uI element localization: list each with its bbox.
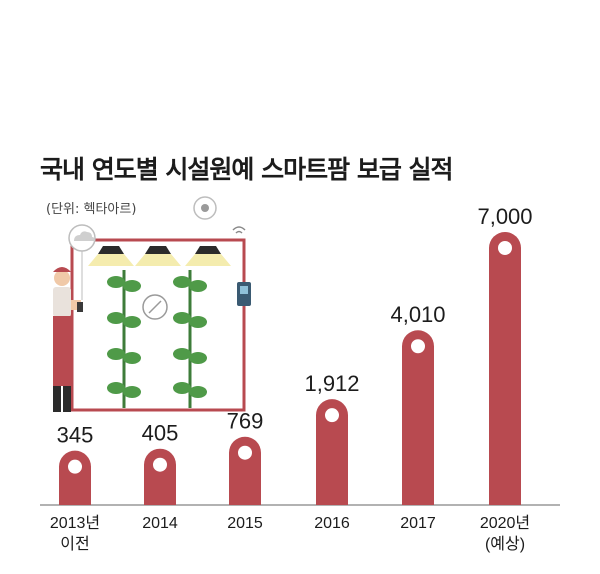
bar-top-dot <box>325 408 339 423</box>
x-tick-label: 2020년 <box>480 514 530 532</box>
bar-top-dot <box>153 457 167 472</box>
x-tick-label: 2014 <box>142 515 178 532</box>
x-tick-label: 2015 <box>227 515 263 532</box>
smart-farm-illustration <box>53 196 251 412</box>
bar <box>59 450 91 505</box>
bar-top-dot <box>238 445 252 460</box>
x-tick-label: 2017 <box>400 515 436 532</box>
value-label: 1,912 <box>304 371 359 396</box>
bar <box>489 232 521 505</box>
x-tick-label: 이전 <box>60 535 89 553</box>
value-label: 4,010 <box>390 302 445 327</box>
x-tick-label: 2016 <box>314 515 350 532</box>
bar <box>402 330 434 505</box>
bar <box>229 436 261 505</box>
bar <box>144 448 176 505</box>
bar <box>316 399 348 505</box>
chart-title: 국내 연도별 시설원예 스마트팜 보급 실적 <box>40 155 454 184</box>
bar-top-dot <box>498 241 512 255</box>
x-tick-label: (예상) <box>485 535 525 553</box>
unit-label: (단위: 헥타아르) <box>46 202 137 217</box>
bar-top-dot <box>68 459 82 474</box>
value-label: 7,000 <box>477 204 532 229</box>
value-label: 345 <box>57 423 94 448</box>
value-label: 769 <box>227 409 264 434</box>
x-tick-label: 2013년 <box>50 514 100 532</box>
bar-top-dot <box>411 339 425 354</box>
value-label: 405 <box>142 421 179 446</box>
